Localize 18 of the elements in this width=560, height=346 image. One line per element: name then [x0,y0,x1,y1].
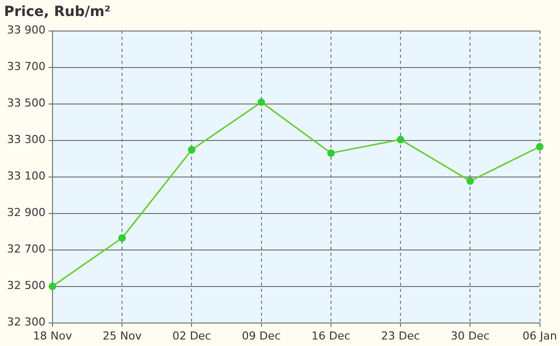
y-tick-label: 33 300 [6,133,46,146]
y-tick-label: 33 700 [6,60,46,74]
x-tick-label: 18 Nov [33,329,72,342]
x-tick-label: 09 Dec [242,329,281,342]
y-tick-label: 32 500 [6,279,46,292]
x-tick-label: 23 Dec [381,329,420,342]
x-tick-label: 30 Dec [450,329,490,342]
x-tick-label: 25 Nov [102,329,142,342]
y-tick-label: 33 500 [6,96,46,110]
x-tick-label: 16 Dec [312,329,350,342]
chart-title: Price, Rub/m² [4,4,111,20]
x-tick-label: 02 Dec [172,329,212,342]
y-tick-label: 32 900 [6,206,46,220]
y-tick-label: 33 900 [6,24,46,37]
x-tick-label: 06 Jan [522,329,558,342]
y-tick-label: 33 100 [6,170,46,183]
y-tick-label: 32 300 [6,316,46,329]
y-tick-label: 32 700 [6,242,46,256]
